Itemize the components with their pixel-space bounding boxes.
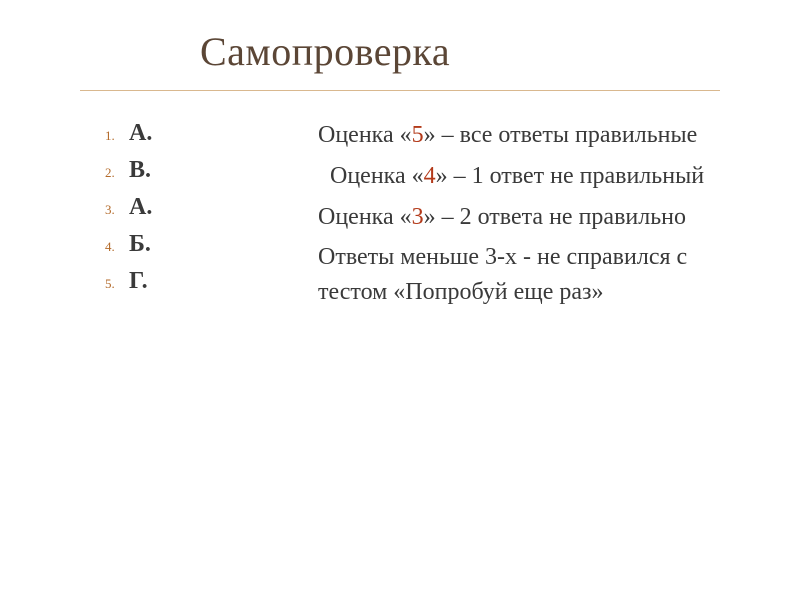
list-item: 5. Г. bbox=[105, 268, 275, 295]
grade-number: 5 bbox=[412, 122, 424, 148]
grade-post: » – 1 ответ не правильный bbox=[436, 163, 704, 189]
grade-line: Оценка «5» – все ответы правильные bbox=[318, 118, 748, 153]
list-number: 1. bbox=[105, 128, 129, 144]
list-item: 1. А. bbox=[105, 120, 275, 147]
list-item: 2. В. bbox=[105, 157, 275, 184]
grade-line: Оценка «3» – 2 ответа не правильно bbox=[318, 200, 748, 235]
grade-number: 4 bbox=[424, 163, 436, 189]
list-number: 5. bbox=[105, 276, 129, 292]
list-item: 3. А. bbox=[105, 194, 275, 221]
slide: Самопроверка 1. А. 2. В. 3. А. 4. Б. 5. … bbox=[0, 0, 800, 600]
grade-line: Ответы меньше 3-х - не справился с тесто… bbox=[318, 240, 748, 310]
list-letter: В. bbox=[129, 157, 151, 184]
answer-key-list: 1. А. 2. В. 3. А. 4. Б. 5. Г. bbox=[105, 120, 275, 305]
page-title: Самопроверка bbox=[200, 28, 450, 75]
list-letter: Г. bbox=[129, 268, 148, 295]
list-number: 4. bbox=[105, 239, 129, 255]
grade-post: » – все ответы правильные bbox=[424, 122, 698, 148]
list-number: 2. bbox=[105, 165, 129, 181]
grade-pre: Оценка « bbox=[318, 204, 412, 230]
list-number: 3. bbox=[105, 202, 129, 218]
grade-pre: Оценка « bbox=[330, 163, 424, 189]
list-letter: Б. bbox=[129, 231, 151, 258]
list-letter: А. bbox=[129, 194, 152, 221]
grade-post: » – 2 ответа не правильно bbox=[424, 204, 686, 230]
grade-line: Оценка «4» – 1 ответ не правильный bbox=[318, 159, 748, 194]
grading-criteria: Оценка «5» – все ответы правильные Оценк… bbox=[318, 118, 748, 316]
title-underline bbox=[80, 90, 720, 91]
grade-pre: Оценка « bbox=[318, 122, 412, 148]
list-item: 4. Б. bbox=[105, 231, 275, 258]
grade-number: 3 bbox=[412, 204, 424, 230]
list-letter: А. bbox=[129, 120, 152, 147]
grade-pre: Ответы меньше 3-х - не справился с тесто… bbox=[318, 244, 687, 305]
